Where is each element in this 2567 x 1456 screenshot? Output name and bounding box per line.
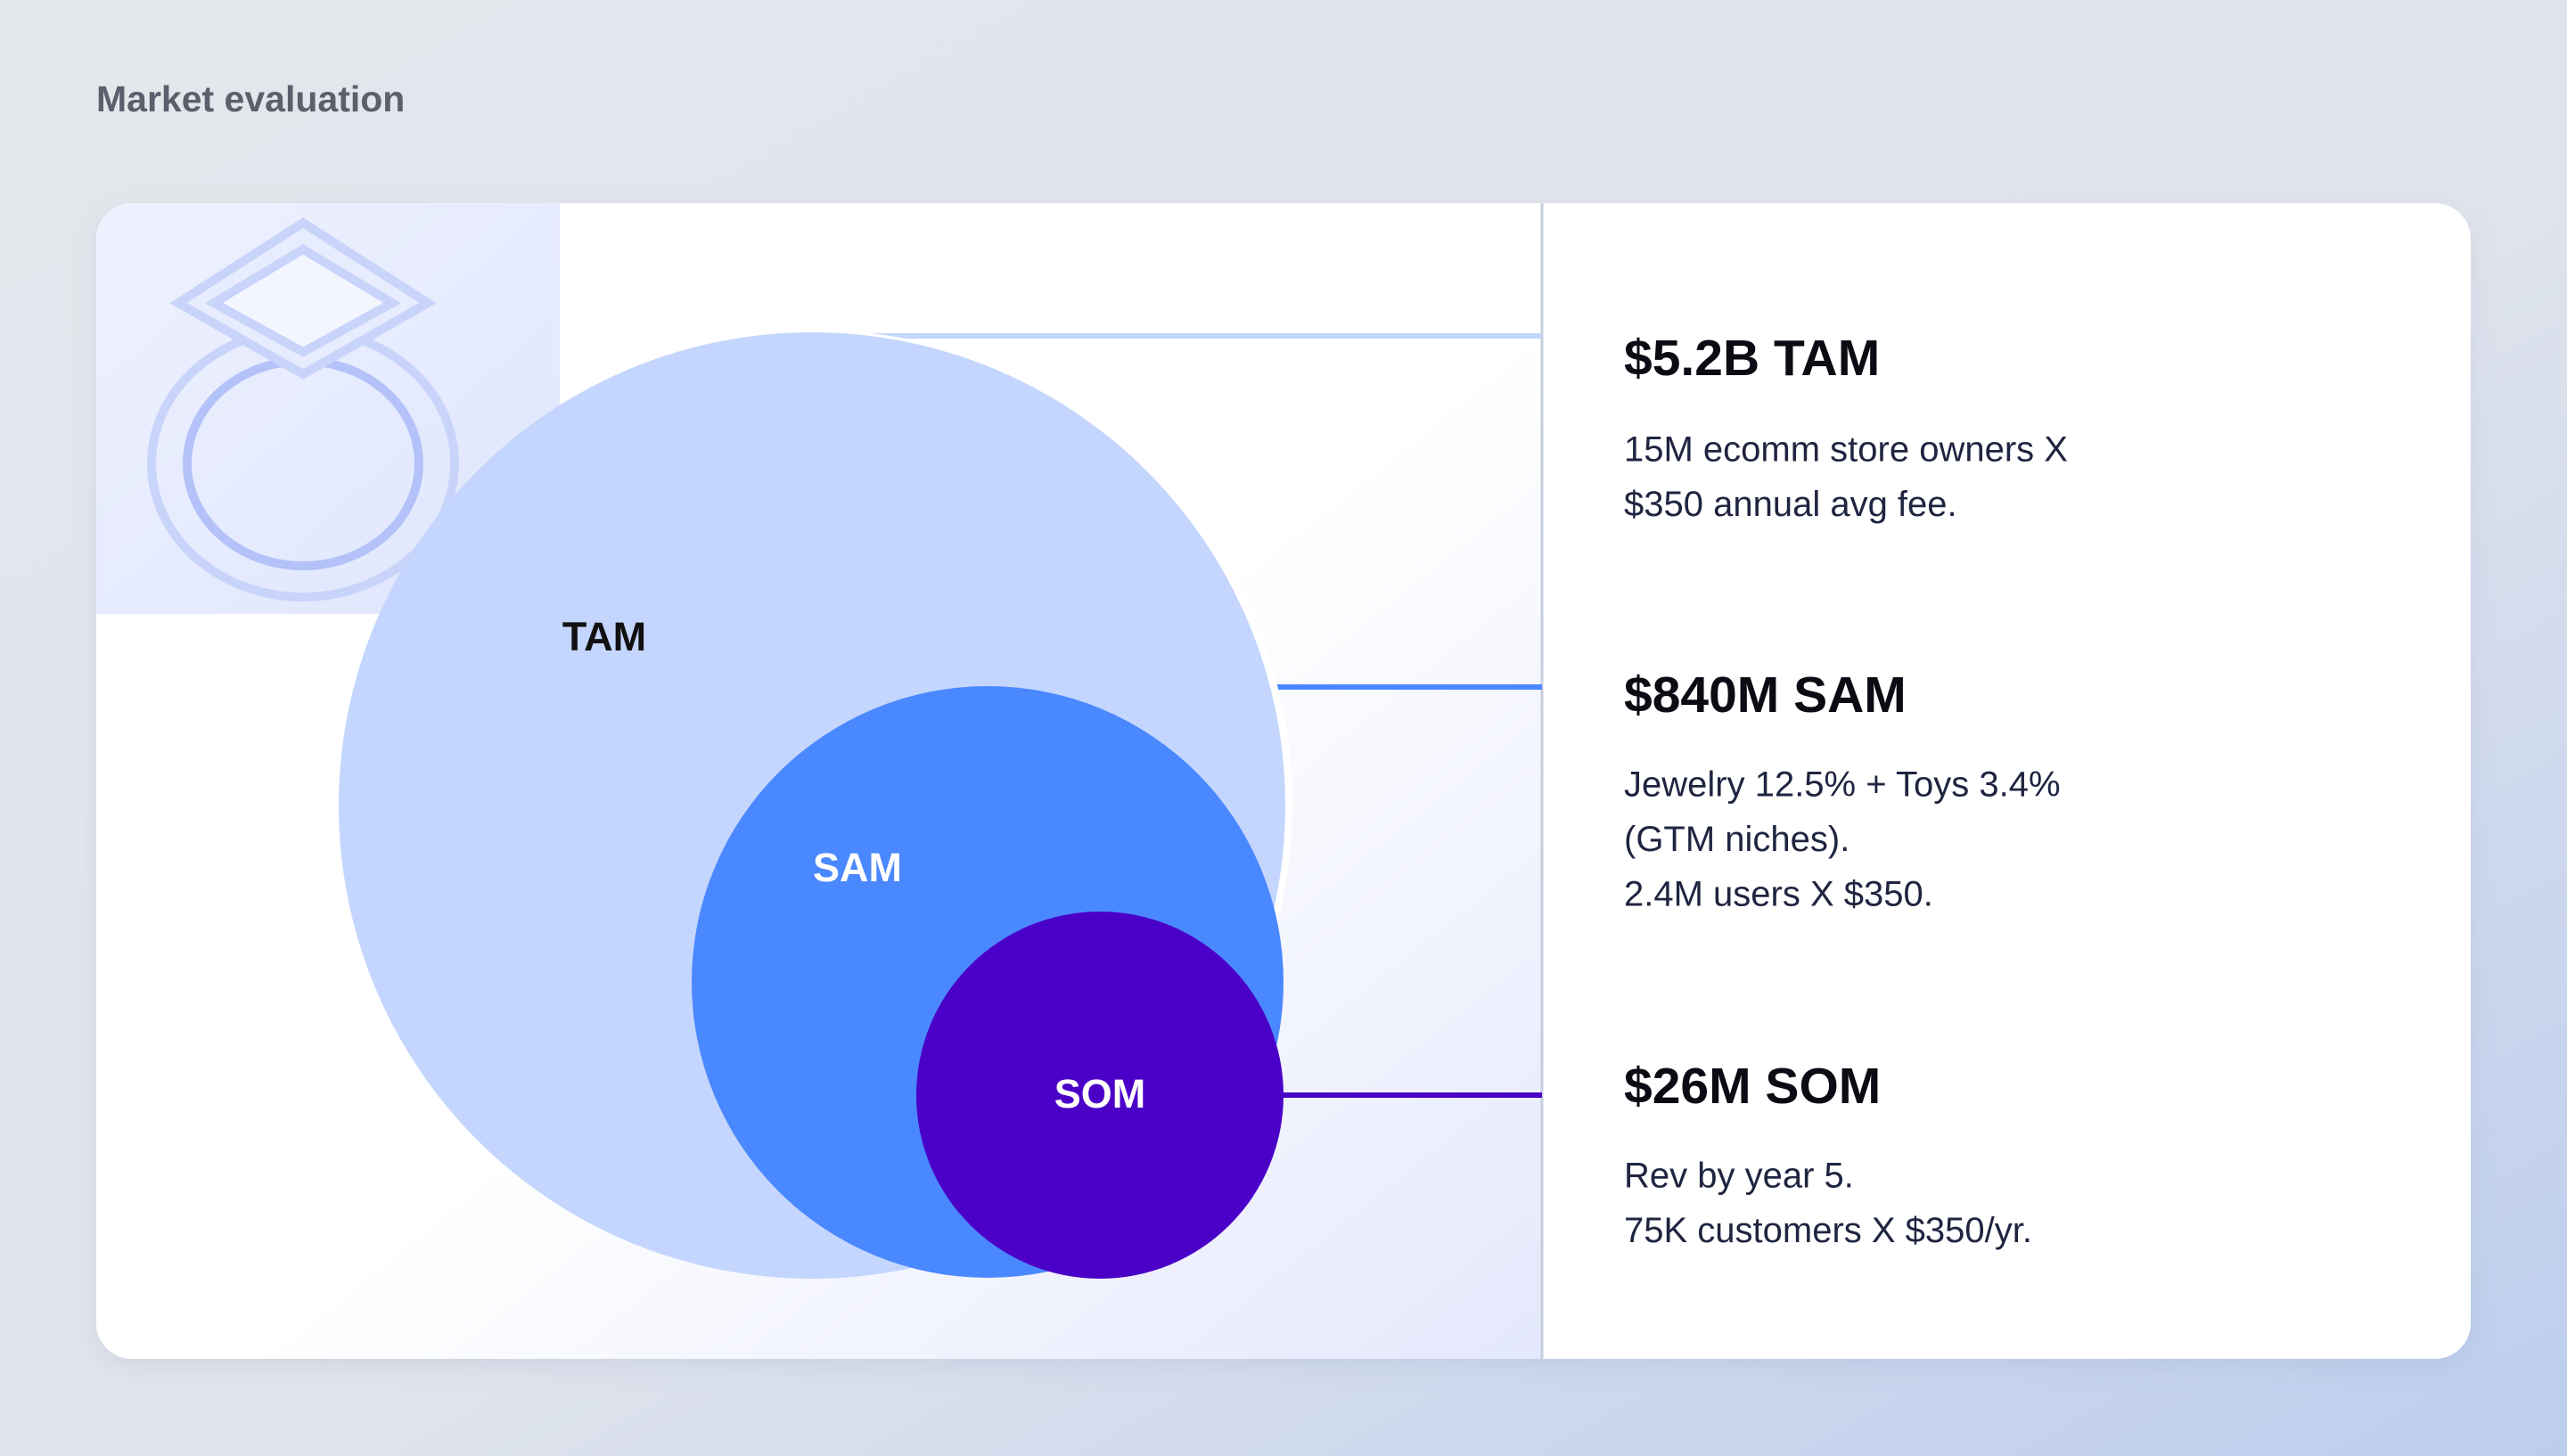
tam-label: TAM [562, 614, 646, 659]
item-description: 15M ecomm store owners X [1624, 430, 2068, 470]
item-description: 2.4M users X $350. [1624, 875, 1933, 914]
page-title: Market evaluation [96, 78, 405, 119]
item-heading: $5.2B TAM [1624, 330, 1880, 387]
item-description: 75K customers X $350/yr. [1624, 1211, 2032, 1250]
item-heading: $840M SAM [1624, 667, 1907, 724]
item-description: Rev by year 5. [1624, 1157, 1854, 1196]
som-label: SOM [1054, 1071, 1146, 1117]
market-items: $5.2B TAM 15M ecomm store owners X $350 an… [1624, 330, 2068, 1250]
item-description: (GTM niches). [1624, 820, 1849, 859]
item-heading: $26M SOM [1624, 1058, 1881, 1115]
ring-illustration [147, 217, 459, 601]
som-circle [916, 912, 1284, 1279]
item-description: $350 annual avg fee. [1624, 485, 1957, 524]
item-description: Jewelry 12.5% + Toys 3.4% [1624, 765, 2061, 805]
sam-label: SAM [813, 845, 902, 890]
